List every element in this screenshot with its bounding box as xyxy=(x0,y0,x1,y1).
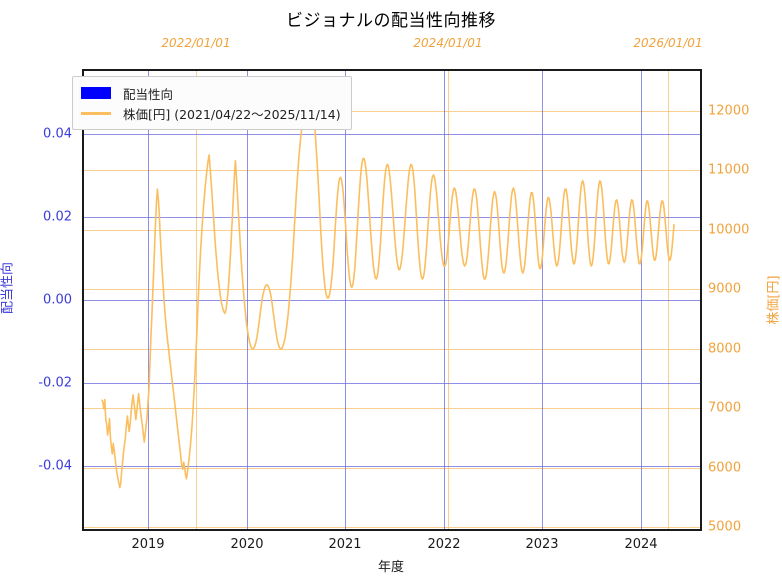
gridline-right-11000 xyxy=(84,170,700,171)
x-axis-top-tick: 2024/01/01 xyxy=(413,36,483,50)
x-axis-top-tick: 2022/01/01 xyxy=(161,36,231,50)
gridline-left-neg004 xyxy=(84,466,700,467)
y-axis-right-tick: 12000 xyxy=(708,103,750,119)
chart-title: ビジョナルの配当性向推移 xyxy=(286,11,496,31)
x-axis-tick: 2020 xyxy=(230,537,264,552)
x-axis-tick: 2023 xyxy=(525,537,559,552)
legend-swatch-icon xyxy=(81,87,111,99)
x-axis-tick: 2021 xyxy=(328,537,362,552)
gridline-right-12000 xyxy=(84,111,700,112)
gridline-right-8000 xyxy=(84,349,700,350)
gridline-right-6000 xyxy=(84,468,700,469)
y-axis-left-label: 配当性向 xyxy=(0,261,16,315)
y-axis-right-tick: 10000 xyxy=(708,222,750,238)
gridline-left-000 xyxy=(84,300,700,301)
plot-area xyxy=(82,69,702,531)
y-axis-right-tick: 5000 xyxy=(708,519,742,535)
y-axis-left-tick: 0.04 xyxy=(43,126,72,142)
legend-line-icon xyxy=(81,111,111,115)
gridlines xyxy=(84,71,700,529)
gridline-right-5000 xyxy=(84,527,700,528)
gridline-2022 xyxy=(444,71,445,529)
x-axis-top-tick: 2026/01/01 xyxy=(633,36,703,50)
gridline-2023 xyxy=(542,71,543,529)
y-axis-left-tick: -0.04 xyxy=(38,458,72,474)
y-axis-right-tick: 6000 xyxy=(708,460,742,476)
y-axis-left-tick: -0.02 xyxy=(38,375,72,391)
gridline-2020 xyxy=(247,71,248,529)
legend-label: 株価[円] (2021/04/22〜2025/11/14) xyxy=(123,106,341,122)
y-axis-right-label: 株価[円] xyxy=(766,275,782,325)
gridline-2021 xyxy=(345,71,346,529)
gridline-right-7000 xyxy=(84,408,700,409)
legend-item-stock-price: 株価[円] (2021/04/22〜2025/11/14) xyxy=(81,103,341,123)
legend-item-payout-ratio: 配当性向 xyxy=(81,83,341,103)
y-axis-left-tick: 0.02 xyxy=(43,209,72,225)
chart-legend: 配当性向 株価[円] (2021/04/22〜2025/11/14) xyxy=(72,76,352,130)
x-axis-tick: 2024 xyxy=(624,537,658,552)
y-axis-right-tick: 8000 xyxy=(708,341,742,357)
gridline-left-002 xyxy=(84,217,700,218)
gridline-right-9000 xyxy=(84,289,700,290)
x-axis-tick: 2019 xyxy=(131,537,165,552)
x-axis-tick: 2022 xyxy=(427,537,461,552)
gridline-right-10000 xyxy=(84,230,700,231)
legend-label: 配当性向 xyxy=(123,86,174,102)
y-axis-right-tick: 7000 xyxy=(708,400,742,416)
x-axis-label: 年度 xyxy=(377,560,404,575)
price-line-series xyxy=(101,79,675,489)
gridline-2024 xyxy=(641,71,642,529)
y-axis-left-tick: 0.00 xyxy=(43,292,72,308)
gridline-left-004 xyxy=(84,134,700,135)
price-polyline xyxy=(101,79,675,489)
gridline-left-neg002 xyxy=(84,383,700,384)
y-axis-right-tick: 11000 xyxy=(708,162,750,178)
y-axis-right-tick: 9000 xyxy=(708,281,742,297)
gridline-2019 xyxy=(148,71,149,529)
